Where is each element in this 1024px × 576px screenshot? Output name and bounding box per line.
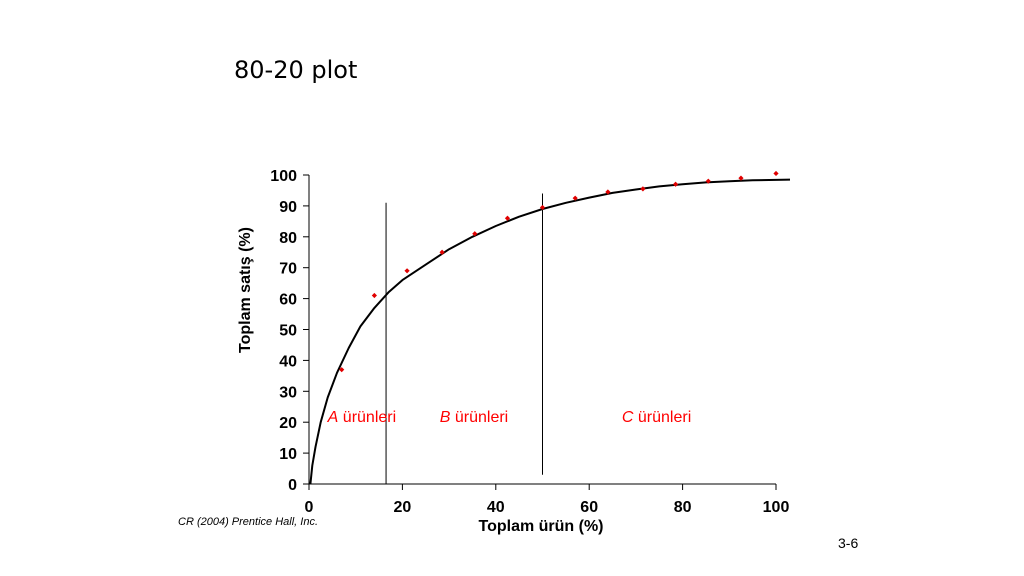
data-point (439, 249, 445, 255)
y-tick-label: 70 (279, 261, 297, 278)
data-point (472, 231, 478, 237)
data-point (404, 268, 410, 274)
page-number: 3-6 (838, 535, 859, 551)
region-label: C ürünleri (622, 409, 691, 426)
region-label: B ürünleri (440, 409, 508, 426)
y-tick-label: 100 (270, 168, 297, 185)
y-tick-label: 40 (279, 353, 297, 370)
data-points (339, 170, 779, 373)
region-labels: A ürünleri B ürünleri C ürünleri (327, 409, 692, 426)
region-suffix: ürünleri (450, 409, 508, 426)
fitted-curve-group (309, 178, 791, 485)
region-letter: B (440, 409, 451, 426)
x-tick-label: 60 (580, 499, 598, 516)
data-point (539, 204, 546, 211)
data-point (773, 170, 779, 177)
data-point (371, 292, 377, 299)
y-tick-label: 90 (279, 199, 297, 216)
x-tick-label: 40 (487, 499, 505, 516)
source-credit: CR (2004) Prentice Hall, Inc. (178, 516, 318, 528)
data-point (705, 178, 711, 184)
data-point (672, 181, 679, 187)
x-tick-label: 100 (763, 499, 790, 516)
data-point (339, 367, 345, 373)
data-point (605, 189, 611, 195)
y-tick-label: 0 (288, 477, 297, 494)
y-tick-label: 30 (279, 384, 297, 401)
axis-titles: Toplam satış (%) Toplam ürün (%) (237, 227, 604, 535)
data-point (738, 175, 744, 181)
region-suffix: ürünleri (633, 409, 691, 426)
x-tick-label: 20 (394, 499, 412, 516)
y-tick-label: 10 (279, 446, 297, 463)
slide-title: 80-20 plot (234, 56, 358, 84)
y-axis-title: Toplam satış (%) (237, 227, 254, 353)
y-tick-label: 50 (279, 323, 297, 340)
y-tick-label: 60 (279, 292, 297, 309)
data-point (504, 215, 511, 221)
y-tick-label: 20 (279, 415, 297, 432)
x-axis: 0 20 40 60 80 100 (305, 483, 790, 516)
data-point (640, 186, 646, 192)
region-letter: A (327, 409, 339, 426)
fitted-curve (309, 178, 791, 485)
y-axis: 0 10 20 30 40 50 60 70 80 90 100 (270, 168, 310, 494)
x-tick-label: 80 (674, 499, 692, 516)
region-dividers (385, 193, 543, 484)
region-letter: C (622, 409, 634, 426)
region-suffix: ürünleri (338, 409, 396, 426)
region-label: A ürünleri (327, 409, 396, 426)
y-tick-label: 80 (279, 230, 297, 247)
data-point (572, 195, 578, 201)
x-tick-label: 0 (305, 499, 314, 516)
x-axis-title: Toplam ürün (%) (478, 518, 603, 535)
